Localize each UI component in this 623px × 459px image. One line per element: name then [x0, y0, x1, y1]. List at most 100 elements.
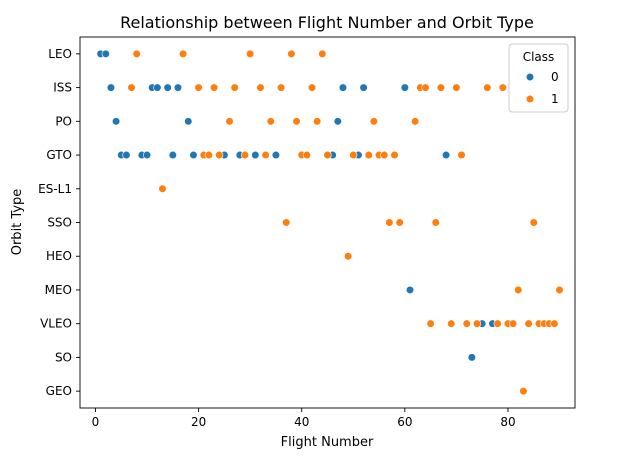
chart-title: Relationship between Flight Number and O…	[120, 13, 534, 32]
y-tick-label: SSO	[47, 216, 72, 230]
data-point-class-1	[194, 83, 203, 92]
data-point-class-1	[447, 319, 456, 328]
x-tick-label: 60	[397, 415, 412, 429]
data-point-class-1	[292, 117, 301, 126]
data-point-class-0	[168, 150, 177, 160]
plot-frame	[79, 36, 576, 409]
y-tick-label: VLEO	[40, 317, 72, 331]
y-tick-label: LEO	[48, 47, 72, 61]
data-point-class-1	[276, 83, 286, 92]
data-point-class-1	[509, 319, 518, 328]
data-point-class-1	[426, 319, 435, 328]
data-point-class-1	[158, 184, 167, 193]
data-point-class-0	[359, 83, 368, 92]
y-axis-label: Orbit Type	[10, 189, 25, 256]
data-point-class-1	[395, 218, 404, 227]
data-point-class-0	[111, 117, 121, 126]
legend: Class 0 1	[508, 43, 569, 113]
y-tick-label: MEO	[45, 283, 72, 297]
data-point-class-0	[173, 83, 183, 92]
data-point-class-0	[441, 150, 451, 160]
data-point-class-1	[313, 117, 322, 126]
legend-marker-class-1	[525, 94, 535, 104]
data-point-class-1	[364, 150, 373, 160]
data-point-class-1	[287, 49, 296, 58]
data-point-class-1	[204, 150, 214, 160]
data-point-class-1	[436, 83, 446, 92]
data-point-class-1	[256, 83, 265, 92]
data-point-class-1	[307, 83, 317, 92]
y-tick-label: PO	[55, 114, 72, 128]
data-point-class-1	[498, 83, 507, 92]
data-point-class-1	[385, 218, 394, 227]
legend-label-class-1: 1	[551, 92, 559, 106]
data-point-class-1	[411, 117, 420, 126]
y-tick-label: SO	[55, 350, 72, 364]
data-point-class-1	[266, 117, 275, 126]
legend-marker-class-0	[525, 72, 535, 82]
data-point-class-0	[333, 117, 342, 126]
data-point-class-1	[514, 285, 523, 295]
data-point-class-0	[271, 150, 281, 160]
legend-box	[508, 43, 569, 113]
data-point-class-0	[153, 83, 162, 92]
data-point-class-1	[519, 387, 528, 396]
y-tick-label: ES-L1	[38, 182, 72, 196]
data-point-class-0	[184, 117, 193, 126]
data-point-class-1	[302, 150, 311, 160]
x-tick-label: 40	[294, 415, 309, 429]
legend-label-class-0: 0	[551, 70, 559, 84]
data-point-class-1	[179, 49, 188, 58]
data-point-class-0	[400, 83, 409, 92]
data-point-class-1	[421, 83, 430, 92]
data-point-class-1	[349, 150, 358, 160]
data-point-class-1	[472, 319, 482, 328]
x-axis-label: Flight Number	[281, 435, 374, 450]
data-point-class-1	[225, 117, 234, 126]
data-point-class-1	[369, 117, 379, 126]
y-tick-label: HEO	[46, 249, 72, 263]
data-point-class-1	[132, 49, 141, 58]
data-point-class-1	[555, 285, 564, 295]
data-point-class-1	[230, 83, 239, 92]
data-point-class-0	[467, 353, 476, 362]
data-point-class-1	[529, 218, 538, 227]
data-point-class-0	[142, 150, 152, 160]
y-tick-label: GEO	[46, 384, 72, 398]
data-point-class-1	[240, 150, 250, 160]
data-point-class-0	[338, 83, 348, 92]
data-point-class-1	[127, 83, 136, 92]
data-point-class-0	[163, 83, 172, 92]
data-point-class-0	[101, 49, 110, 58]
y-tick-label: ISS	[53, 81, 72, 95]
data-point-class-1	[344, 252, 353, 261]
data-point-class-0	[405, 285, 415, 295]
data-point-class-1	[462, 319, 471, 328]
data-point-class-1	[380, 150, 389, 160]
data-point-class-1	[524, 319, 533, 328]
data-point-class-1	[282, 218, 291, 227]
data-point-class-1	[457, 150, 466, 160]
data-point-class-1	[209, 83, 219, 92]
data-point-class-1	[390, 150, 399, 160]
data-point-class-1	[318, 49, 327, 58]
data-point-class-0	[122, 150, 131, 160]
legend-title: Class	[523, 50, 555, 64]
x-tick-label: 80	[500, 415, 515, 429]
data-point-class-1	[261, 150, 270, 160]
data-point-class-1	[483, 83, 492, 92]
data-point-class-1	[493, 319, 502, 328]
plot-area: 0 20 40 60 80 LEO ISS PO GTO ES-L1 SSO HEO MEO VLEO SO…	[38, 36, 576, 429]
data-point-class-1	[246, 49, 255, 58]
x-tick-label: 20	[191, 415, 206, 429]
data-point-class-0	[251, 150, 260, 160]
data-point-class-1	[550, 319, 559, 328]
y-tick-label: GTO	[46, 148, 72, 162]
data-point-class-1	[452, 83, 461, 92]
data-point-class-1	[431, 218, 440, 227]
data-point-class-1	[323, 150, 332, 160]
x-tick-label: 0	[92, 415, 100, 429]
data-point-class-0	[189, 150, 198, 160]
data-point-class-0	[106, 83, 116, 92]
